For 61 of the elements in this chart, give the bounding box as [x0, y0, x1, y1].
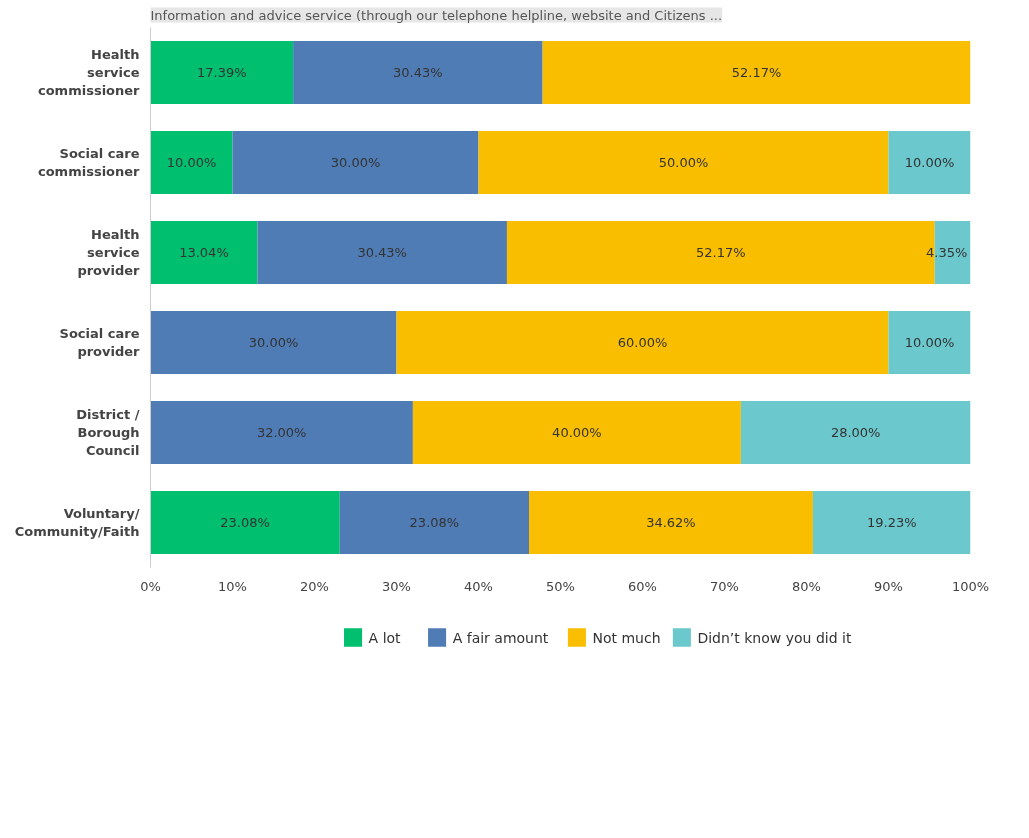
- x-tick-label: 60%: [628, 578, 657, 594]
- data-label: 52.17%: [696, 245, 746, 260]
- x-tick-label: 70%: [710, 578, 739, 594]
- bar: [150, 491, 340, 554]
- y-tick-label: Health service commissioner: [37, 47, 141, 98]
- data-label: 17.39%: [197, 65, 247, 80]
- data-label: 50.00%: [658, 155, 709, 170]
- x-tick-label: 40%: [464, 578, 493, 594]
- y-tick-label: Voluntary/ Community/Faith: [14, 506, 140, 539]
- y-tick-label: Health service provider: [77, 227, 141, 278]
- bar: [150, 41, 294, 104]
- bar: [396, 311, 889, 374]
- data-label: 23.08%: [409, 515, 460, 530]
- legend-label: A fair amount: [452, 629, 549, 646]
- data-label: 19.23%: [866, 515, 917, 530]
- x-tick-label: 20%: [300, 578, 329, 594]
- x-tick-label: 0%: [140, 578, 161, 594]
- data-label: 60.00%: [617, 335, 668, 350]
- bar: [412, 401, 741, 464]
- bar: [257, 221, 507, 284]
- data-label: 30.43%: [393, 65, 443, 80]
- bar: [150, 401, 413, 464]
- bar: [812, 491, 971, 554]
- x-tick-label: 90%: [874, 578, 903, 594]
- data-label: 30.00%: [248, 335, 299, 350]
- data-label: 40.00%: [552, 425, 602, 440]
- data-label: 32.00%: [256, 425, 307, 440]
- data-label: 30.00%: [330, 155, 381, 170]
- x-tick-label: 80%: [792, 578, 821, 594]
- data-label: 10.00%: [904, 155, 955, 170]
- x-tick-label: 10%: [218, 578, 247, 594]
- legend-label: A lot: [368, 629, 402, 646]
- y-tick-label: Social care commissioner: [37, 146, 141, 179]
- y-tick-label: District / Borough Council: [76, 407, 140, 458]
- data-label: 52.17%: [731, 65, 782, 80]
- bar: [293, 41, 543, 104]
- y-tick-label: Social care provider: [59, 326, 141, 359]
- chart-title: Information and advice service (through our telephone helpline, website and Citizens ...: [150, 7, 723, 23]
- bar: [150, 311, 397, 374]
- data-label: 30.43%: [357, 245, 407, 260]
- x-tick-label: 50%: [546, 578, 575, 594]
- data-label: 10.00%: [904, 335, 955, 350]
- legend-label: Didn’t know you did it: [697, 629, 852, 646]
- data-label: 34.62%: [646, 515, 696, 530]
- bar: [150, 221, 258, 284]
- x-tick-label: 100%: [951, 578, 990, 594]
- data-label: 28.00%: [830, 425, 881, 440]
- x-tick-label: 30%: [382, 578, 411, 594]
- data-label: 10.00%: [166, 155, 217, 170]
- bar: [740, 401, 971, 464]
- bar: [150, 131, 233, 194]
- bar: [232, 131, 479, 194]
- bar: [542, 41, 971, 104]
- data-label: 23.08%: [220, 515, 270, 530]
- bar: [888, 131, 971, 194]
- bar: [478, 131, 889, 194]
- bar: [339, 491, 530, 554]
- data-label: 13.04%: [179, 245, 229, 260]
- bar: [529, 491, 813, 554]
- legend-label: Not much: [592, 629, 661, 646]
- bar: [888, 311, 971, 374]
